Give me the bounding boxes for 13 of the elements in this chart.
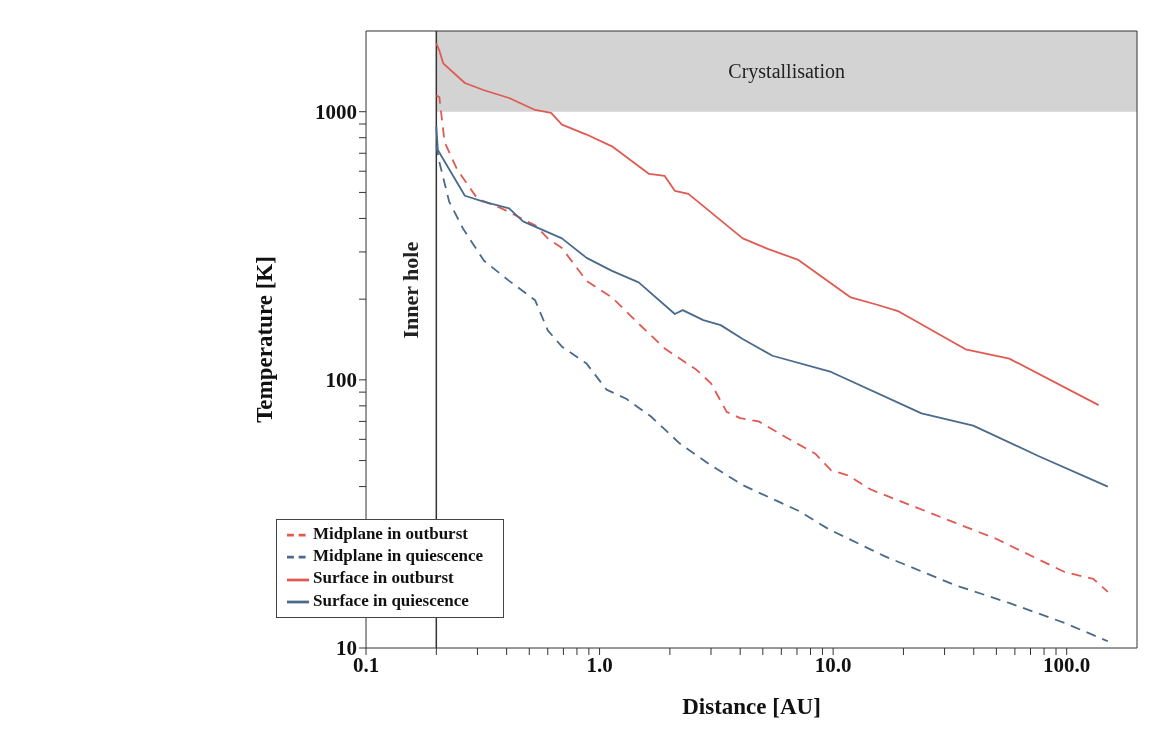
y-axis-title: Temperature [K] bbox=[252, 256, 278, 423]
x-tick-label: 10.0 bbox=[814, 652, 852, 677]
legend-label: Surface in outburst bbox=[313, 568, 454, 588]
legend-label: Midplane in outburst bbox=[313, 523, 468, 543]
x-axis-title: Distance [AU] bbox=[682, 694, 821, 719]
x-tick-label: 100.0 bbox=[1043, 652, 1091, 677]
y-tick-label: 100 bbox=[325, 368, 358, 393]
ref-line-label: Inner hole bbox=[398, 241, 424, 339]
x-tick-label: 1.0 bbox=[586, 652, 613, 677]
legend-label: Surface in quiescence bbox=[313, 590, 469, 610]
band-label: Crystallisation bbox=[728, 60, 845, 84]
y-tick-label: 1000 bbox=[315, 100, 358, 125]
legend-label: Midplane in quiescence bbox=[313, 546, 484, 566]
